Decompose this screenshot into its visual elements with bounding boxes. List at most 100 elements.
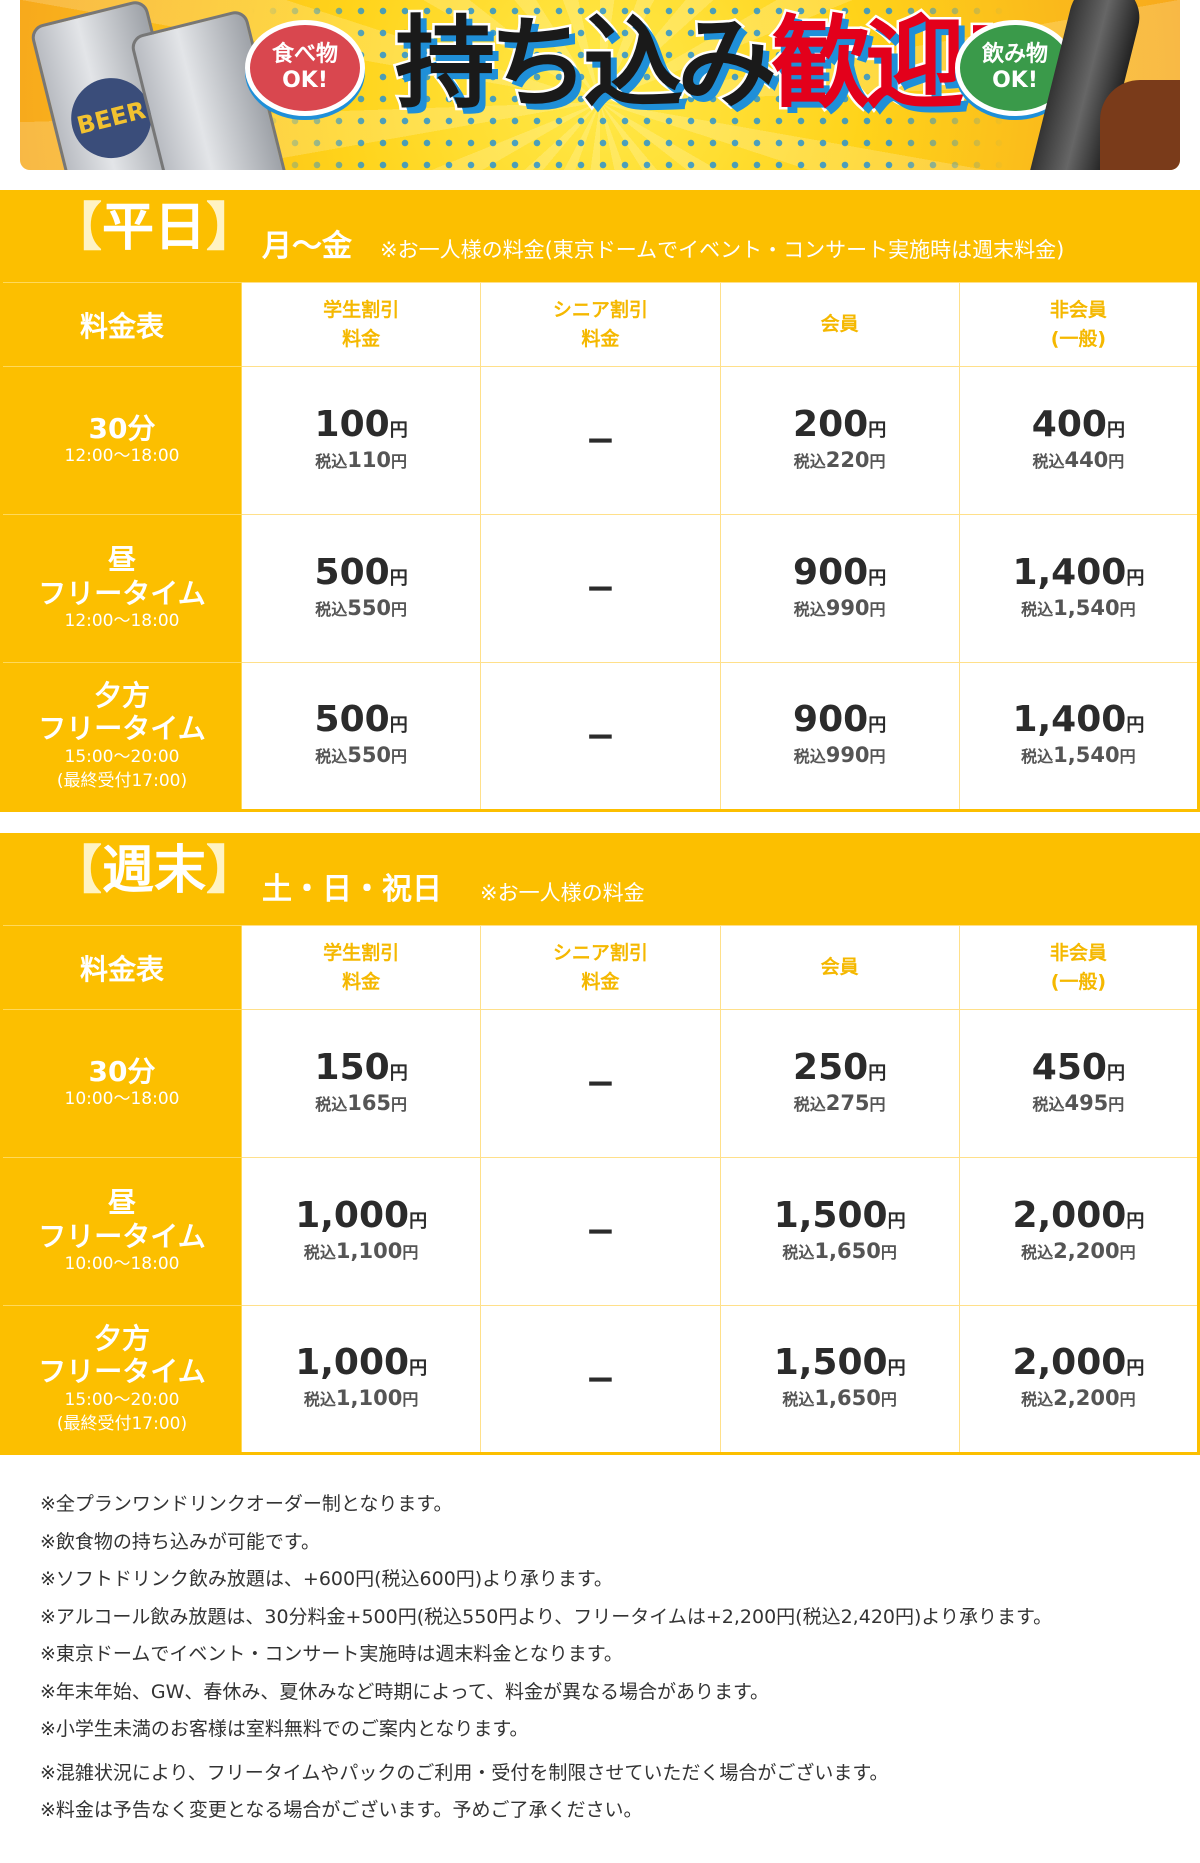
price-tax-included: 税込1,650円 <box>782 1386 897 1411</box>
plan-time: 15:00〜20:00 (最終受付17:00) <box>56 746 188 791</box>
price-tax-included: 税込550円 <box>315 743 408 768</box>
table-header-row: 料金表 学生割引 料金 シニア割引 料金 会員 非会員 (一般) <box>1 282 1200 367</box>
price-tax-included: 税込1,650円 <box>782 1238 897 1263</box>
price-tax-included: 税込440円 <box>1032 447 1125 472</box>
price-cell: 1,400円 税込1,540円 <box>958 662 1200 811</box>
plan-name: 昼 フリータイム <box>38 1186 206 1253</box>
pricing-section-weekend: 【週末】 土・日・祝日 ※お一人様の料金 料金表 学生割引 料金 シニア割引 料金会… <box>0 833 1200 1455</box>
price-cell: 450円 税込495円 <box>958 1009 1200 1158</box>
price-cell: 900円 税込990円 <box>719 514 960 663</box>
price: 100円 <box>314 403 408 445</box>
price: 1,500円 <box>773 1342 906 1384</box>
table-row: 夕方 フリータイム 15:00〜20:00 (最終受付17:00) 1,000円… <box>1 1305 1200 1454</box>
price-tax-included: 税込495円 <box>1032 1090 1125 1115</box>
note-item: ※混雑状況により、フリータイムやパックのご利用・受付を制限させていただく場合がご… <box>40 1761 889 1784</box>
price-tax-included: 税込1,540円 <box>1021 595 1136 620</box>
table-row: 30分 12:00〜18:00 100円 税込110円 − 200円 税込220円… <box>1 366 1200 515</box>
plan-cell: 30分 10:00〜18:00 <box>1 1009 242 1158</box>
price: 250円 <box>793 1046 887 1088</box>
section-note: ※お一人様の料金 <box>480 881 645 905</box>
price-cell: 1,000円 税込1,100円 <box>240 1157 482 1306</box>
price-cell: 500円 税込550円 <box>240 514 482 663</box>
note-item: ※年末年始、GW、春休み、夏休みなど時期によって、料金が異なる場合があります。 <box>40 1680 770 1703</box>
section-tag: 【週末】 <box>50 841 259 901</box>
price-cell: 200円 税込220円 <box>719 366 960 515</box>
price: 500円 <box>314 699 408 741</box>
drink-cup-image <box>1100 80 1180 170</box>
price-tax-included: 税込275円 <box>793 1090 886 1115</box>
plan-name: 夕方 フリータイム <box>38 1321 206 1389</box>
price-cell: 150円 税込165円 <box>240 1009 482 1158</box>
plan-time: 12:00〜18:00 <box>64 611 180 632</box>
price: 1,000円 <box>295 1194 428 1236</box>
note-item: ※全プランワンドリンクオーダー制となります。 <box>40 1493 453 1515</box>
not-available: − <box>585 420 616 461</box>
section-note: ※お一人様の料金(東京ドームでイベント・コンサート実施時は週末料金) <box>380 238 1065 262</box>
price-tax-included: 税込220円 <box>793 447 886 472</box>
plan-name: 夕方 フリータイム <box>38 678 206 746</box>
plan-name: 30分 <box>88 1054 156 1088</box>
column-header: 学生割引 料金 <box>240 925 482 1010</box>
plan-cell: 30分 12:00〜18:00 <box>1 366 242 515</box>
column-header: 非会員 (一般) <box>958 925 1200 1010</box>
plan-time: 10:00〜18:00 <box>64 1089 180 1110</box>
price-tax-included: 税込550円 <box>315 595 408 620</box>
not-available: − <box>585 568 616 609</box>
pricing-table: 料金表 学生割引 料金 シニア割引 料金 会員 非会員 (一般) 30分 12:00〜1… <box>0 282 1200 812</box>
not-available: − <box>585 715 616 757</box>
price: 500円 <box>314 551 408 593</box>
price-cell: 900円 税込990円 <box>719 662 960 811</box>
price: 1,400円 <box>1012 551 1145 593</box>
note-item: ※アルコール飲み放題は、30分料金+500円(税込550円より、フリータイムは+… <box>40 1605 1053 1628</box>
price-cell: − <box>480 514 721 663</box>
price-cell: 2,000円 税込2,200円 <box>958 1305 1200 1454</box>
not-available: − <box>585 1211 616 1252</box>
column-header: シニア割引 料金 <box>480 925 721 1010</box>
column-header: 学生割引 料金 <box>240 282 482 367</box>
price-tax-included: 税込165円 <box>315 1090 408 1115</box>
price-cell: − <box>480 1157 721 1306</box>
section-tag: 【平日】 <box>50 198 259 258</box>
price: 2,000円 <box>1012 1342 1145 1384</box>
table-header-row: 料金表 学生割引 料金 シニア割引 料金 会員 非会員 (一般) <box>1 925 1200 1010</box>
not-available: − <box>585 1358 616 1400</box>
plan-time: 15:00〜20:00 (最終受付17:00) <box>56 1389 188 1434</box>
price-cell: 250円 税込275円 <box>719 1009 960 1158</box>
note-item: ※飲食物の持ち込みが可能です。 <box>40 1530 321 1553</box>
price-tax-included: 税込990円 <box>793 743 886 768</box>
price-tax-included: 税込2,200円 <box>1021 1386 1136 1411</box>
price-cell: 2,000円 税込2,200円 <box>958 1157 1200 1306</box>
price: 400円 <box>1031 403 1125 445</box>
table-row: 30分 10:00〜18:00 150円 税込165円 − 250円 税込275円… <box>1 1009 1200 1158</box>
price-tax-included: 税込990円 <box>793 595 886 620</box>
price-cell: 100円 税込110円 <box>240 366 482 515</box>
price-cell: − <box>480 662 721 811</box>
section-days: 土・日・祝日 <box>262 872 442 907</box>
pricing-section-weekday: 【平日】 月〜金 ※お一人様の料金(東京ドームでイベント・コンサート実施時は週末… <box>0 190 1200 812</box>
plan-cell: 昼 フリータイム 10:00〜18:00 <box>1 1157 242 1306</box>
price: 2,000円 <box>1012 1194 1145 1236</box>
note-item: ※料金は予告なく変更となる場合がございます。予めご了承ください。 <box>40 1799 643 1821</box>
column-header: 料金表 <box>1 925 242 1010</box>
section-header: 【週末】 土・日・祝日 ※お一人様の料金 <box>0 833 1200 925</box>
price: 1,500円 <box>773 1194 906 1236</box>
price-tax-included: 税込1,540円 <box>1021 743 1136 768</box>
price-tax-included: 税込2,200円 <box>1021 1238 1136 1263</box>
price-cell: 500円 税込550円 <box>240 662 482 811</box>
section-days: 月〜金 <box>262 229 352 264</box>
price-cell: − <box>480 1009 721 1158</box>
price-cell: − <box>480 366 721 515</box>
plan-name: 昼 フリータイム <box>38 543 206 610</box>
price-tax-included: 税込1,100円 <box>303 1386 419 1411</box>
price-cell: 1,500円 税込1,650円 <box>719 1305 960 1454</box>
column-header: 料金表 <box>1 282 242 367</box>
price: 1,000円 <box>295 1342 428 1384</box>
table-row: 昼 フリータイム 10:00〜18:00 1,000円 税込1,100円 − 1,… <box>1 1157 1200 1306</box>
table-row: 昼 フリータイム 12:00〜18:00 500円 税込550円 − 900円 税… <box>1 514 1200 663</box>
price-tax-included: 税込1,100円 <box>303 1238 419 1263</box>
price: 150円 <box>314 1046 408 1088</box>
bring-your-own-banner: BEER 食べ物 OK! 持ち込み歓迎! 飲み物 OK! <box>20 0 1180 170</box>
column-header: 会員 <box>719 925 960 1010</box>
plan-name: 30分 <box>88 411 156 445</box>
price: 450円 <box>1031 1046 1125 1088</box>
